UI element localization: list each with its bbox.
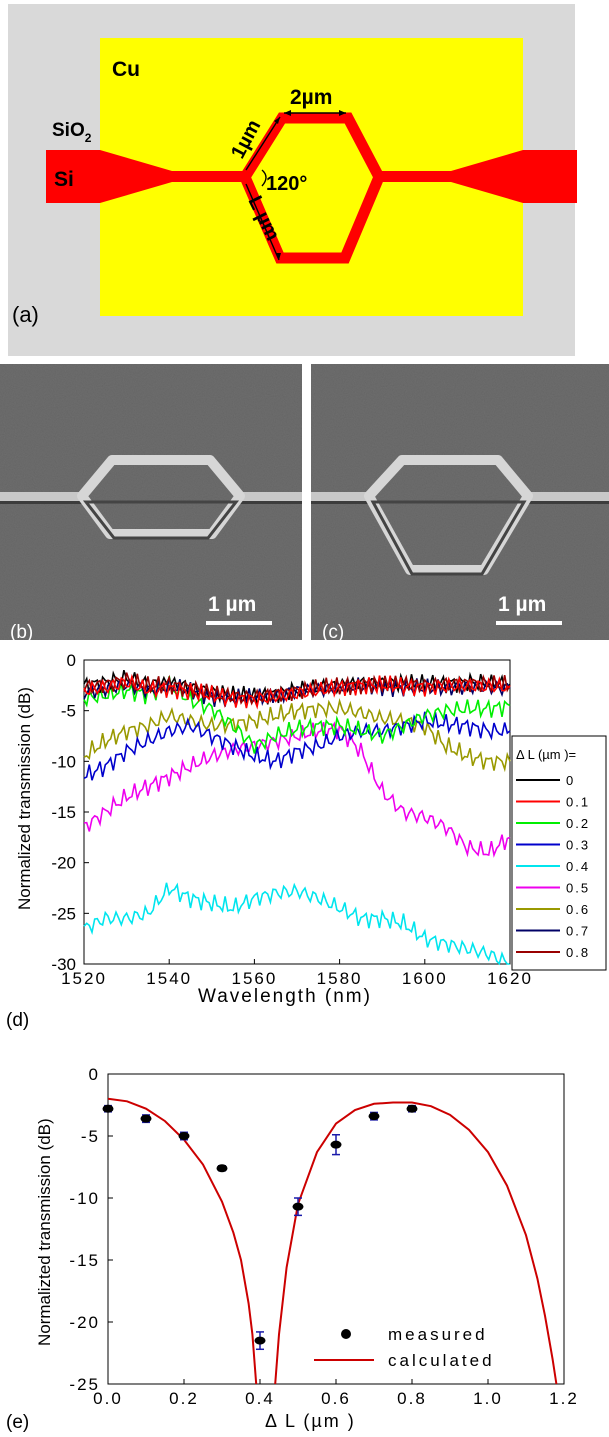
si-label: Si: [54, 168, 74, 191]
calculated-curve-group: [107, 1097, 558, 1385]
measured-point: [102, 1104, 114, 1113]
x-tick-label-d: 1580: [317, 969, 363, 988]
x-tick-label-d: 1540: [146, 969, 192, 988]
legend-label-0-3: 0.3: [566, 838, 590, 853]
sem-images-panel: 1 µm (b) 1 µm (c): [0, 362, 609, 652]
si-input-waveguide: [170, 171, 244, 182]
legend-label-0: 0: [566, 773, 575, 788]
y-tick-label-e: -5: [81, 1127, 100, 1146]
series-line-0-2: [83, 676, 511, 754]
legend-measured-label: measured: [388, 1325, 488, 1344]
measured-point: [140, 1114, 152, 1123]
series-line-0-6: [83, 698, 511, 773]
scale-label-b: 1 µm: [208, 593, 256, 616]
sem-svg: 1 µm (b) 1 µm (c): [0, 364, 609, 643]
scale-label-c: 1 µm: [498, 593, 546, 616]
spectra-ticks-group: 1520 1540 1560 1580 1600 1620 0 -5 -10 -15 -20 -25 -…: [51, 651, 533, 988]
x-tick-label-e: 0.6: [321, 1389, 351, 1408]
x-axis-label-d: Wavelength (nm): [198, 986, 372, 1007]
dimension-arrows: [245, 112, 346, 261]
x-tick-label-d: 1600: [402, 969, 448, 988]
measured-point: [292, 1202, 304, 1211]
x-tick-label-e: 1.2: [549, 1389, 579, 1408]
spectra-series-group: [83, 669, 511, 966]
y-tick-label-d: -30: [51, 955, 76, 974]
comparison-panel: 0.0 0.2 0.4 0.6 0.8 1.0 1.2 0 -5 -10 -15 -20 -25 Δ L…: [0, 1042, 609, 1433]
panel-d-label: (d): [6, 1010, 29, 1031]
transmission-spectra-chart: 1520 1540 1560 1580 1600 1620 0 -5 -10 -15 -20 -25 -…: [6, 651, 607, 1031]
schematic-panel: Cu SiO2 Si 2µm 1µm L µm 120° (a): [0, 0, 609, 362]
panel-c-label: (c): [322, 622, 344, 643]
legend-label-0-1: 0.1: [566, 795, 590, 810]
sio2-label: SiO2: [52, 120, 92, 145]
measured-point: [368, 1112, 380, 1121]
series-line-0-3: [83, 711, 511, 781]
y-tick-label-e: -25: [69, 1375, 100, 1394]
legend-label-0-2: 0.2: [566, 816, 590, 831]
legend-box-d: [511, 735, 607, 971]
panel-b-label: (b): [10, 622, 33, 643]
measured-point: [178, 1132, 190, 1140]
legend-d: Δ L (µm )= 0 0.1 0.2 0.3 0.4 0.5 0.6 0.7 0.8: [511, 735, 607, 971]
schematic-svg: Cu SiO2 Si 2µm 1µm L µm 120° (a): [8, 4, 577, 356]
y-axis-label-e: Normalizted transmission (dB): [35, 1118, 54, 1346]
y-tick-label-d: -15: [51, 803, 76, 822]
comparison-ticks-group: 0.0 0.2 0.4 0.6 0.8 1.0 1.2 0 -5 -10 -15 -20 -25: [69, 1065, 579, 1408]
series-line-0-8: [83, 672, 511, 706]
legend-label-0-4: 0.4: [566, 859, 590, 874]
legend-label-0-6: 0.6: [566, 902, 590, 917]
transmission-vs-dl-chart: 0.0 0.2 0.4 0.6 0.8 1.0 1.2 0 -5 -10 -15 -20 -25 Δ L…: [6, 1065, 579, 1433]
y-tick-label-d: -20: [51, 854, 76, 873]
x-tick-label-e: 0.8: [397, 1389, 427, 1408]
legend-e: measured calculated: [314, 1325, 495, 1370]
cu-label: Cu: [112, 58, 140, 81]
panel-e-label: (e): [6, 1412, 29, 1432]
x-axis-label-e: Δ L (µm ): [265, 1411, 356, 1431]
legend-label-0-5: 0.5: [566, 881, 590, 896]
panel-a-label: (a): [12, 302, 39, 327]
calculated-curve-0: [107, 1097, 258, 1385]
y-axis-label-d: Normalized transmission (dB): [15, 687, 34, 910]
arrow-heads: [274, 110, 346, 260]
x-tick-label-e: 0.0: [93, 1389, 123, 1408]
measured-point: [216, 1164, 228, 1173]
sem-image-b: 1 µm (b): [0, 364, 302, 643]
sem-image-c: 1 µm (c): [311, 364, 609, 643]
legend-measured-marker: [341, 1329, 351, 1339]
legend-label-0-7: 0.7: [566, 924, 590, 939]
legend-title-d: Δ L (µm )=: [516, 747, 576, 762]
y-tick-label-d: 0: [67, 652, 76, 670]
measured-point: [406, 1104, 418, 1113]
measured-point: [330, 1140, 342, 1149]
calculated-curve-1: [274, 1101, 558, 1385]
si-input-taper: [46, 150, 172, 203]
x-tick-label-d: 1560: [231, 969, 277, 988]
y-tick-label-d: -10: [51, 752, 76, 771]
x-tick-label-d: 1620: [487, 969, 533, 988]
top-edge-label: 2µm: [290, 86, 332, 109]
x-tick-label-d: 1520: [61, 969, 107, 988]
x-tick-label-e: 1.0: [473, 1389, 503, 1408]
y-tick-label-e: 0: [89, 1065, 100, 1084]
y-tick-label-d: -5: [61, 702, 76, 721]
y-tick-label-e: -20: [69, 1313, 100, 1332]
measured-points-group: [102, 1104, 418, 1351]
legend-label-0-8: 0.8: [566, 945, 590, 960]
si-output-waveguide: [379, 171, 453, 182]
x-tick-label-e: 0.2: [169, 1389, 199, 1408]
si-output-taper: [451, 150, 577, 203]
y-tick-label-d: -25: [51, 904, 76, 923]
series-line-0-5: [83, 721, 511, 858]
y-tick-label-e: -10: [69, 1189, 100, 1208]
series-line-0-1: [83, 673, 511, 710]
angle-label: 120°: [266, 173, 307, 195]
legend-entries-d: 0 0.1 0.2 0.3 0.4 0.5 0.6 0.7 0.8: [516, 773, 590, 960]
plot-frame-e: [107, 1073, 565, 1385]
measured-point: [254, 1336, 266, 1345]
series-line-0-4: [83, 882, 510, 966]
x-tick-label-e: 0.4: [245, 1389, 275, 1408]
legend-calculated-label: calculated: [388, 1351, 495, 1370]
y-tick-label-e: -15: [69, 1251, 100, 1270]
spectra-panel: 1520 1540 1560 1580 1600 1620 0 -5 -10 -15 -20 -25 -…: [0, 651, 609, 1042]
